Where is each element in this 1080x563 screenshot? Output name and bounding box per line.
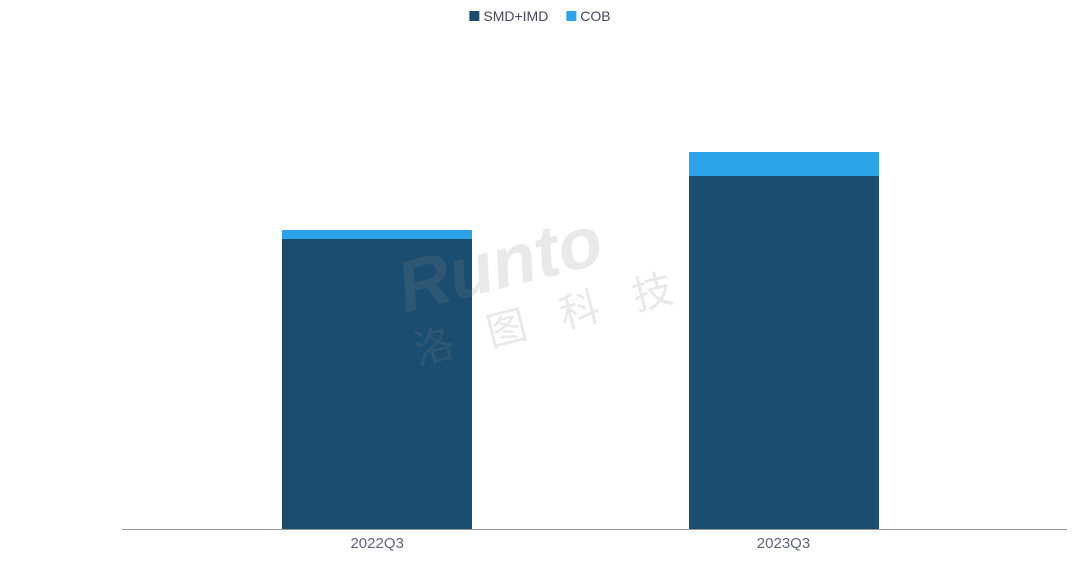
plot-area <box>122 40 1067 530</box>
bar-group-2022q3 <box>282 230 472 530</box>
x-label-2022q3: 2022Q3 <box>350 535 403 552</box>
chart-container: SMD+IMD COB 400. 0 300. 0 200. 0 100. 0 … <box>0 0 1080 563</box>
bar-group-2023q3 <box>689 152 879 529</box>
legend-item-smd-imd: SMD+IMD <box>469 8 548 24</box>
bar-seg-2022q3-cob <box>282 230 472 240</box>
x-label-2023q3: 2023Q3 <box>757 535 810 552</box>
legend-label-smd-imd: SMD+IMD <box>483 8 548 24</box>
legend-item-cob: COB <box>566 8 610 24</box>
bar-seg-2022q3-smd-imd <box>282 239 472 529</box>
bars-container <box>122 40 1067 529</box>
legend-label-cob: COB <box>580 8 610 24</box>
bar-seg-2023q3-cob <box>689 152 879 175</box>
x-axis-line <box>122 529 1067 530</box>
bar-seg-2023q3-smd-imd <box>689 176 879 529</box>
legend: SMD+IMD COB <box>469 8 610 24</box>
legend-swatch-smd-imd <box>469 11 479 21</box>
legend-swatch-cob <box>566 11 576 21</box>
